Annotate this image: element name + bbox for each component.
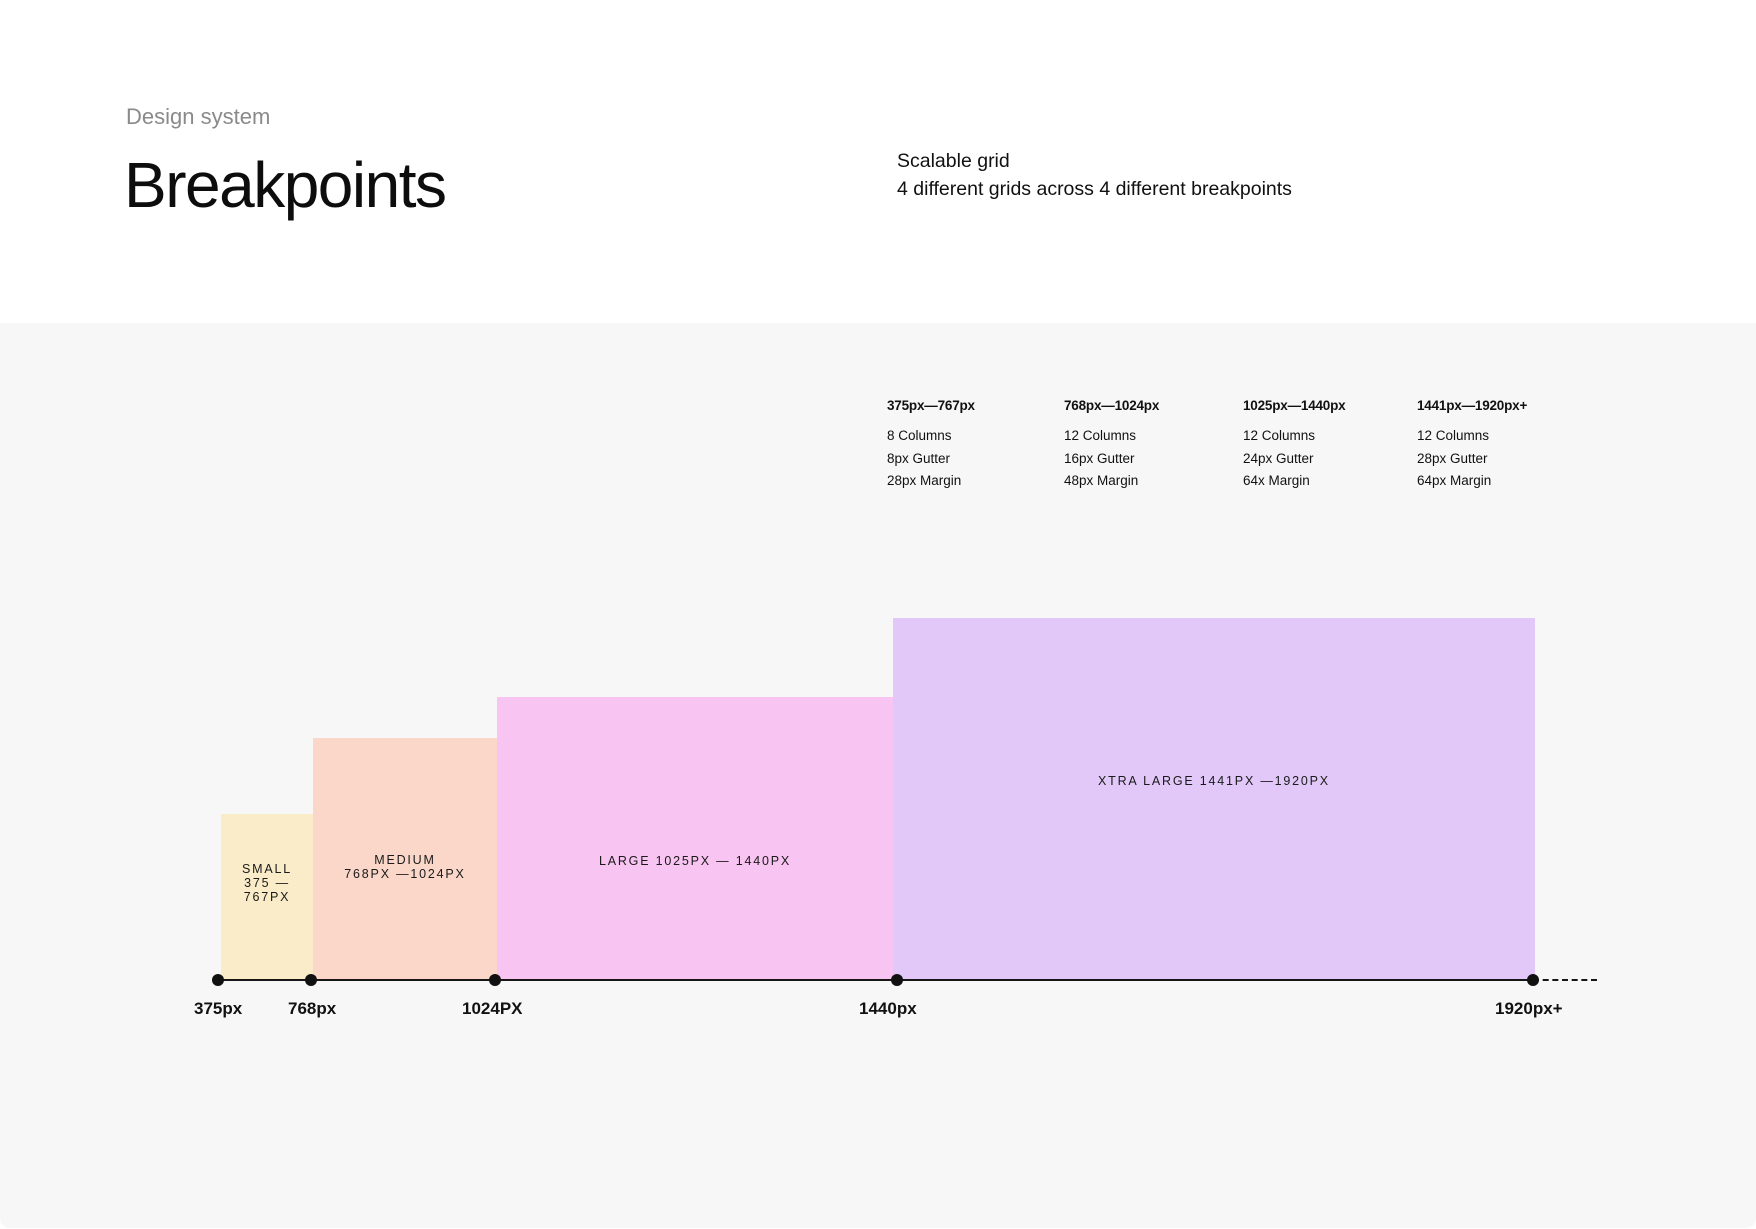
block-label: SMALL 375 — 767PX (232, 862, 302, 904)
axis-marker (305, 974, 317, 986)
axis-tick-label: 768px (288, 999, 337, 1018)
intro-text: Scalable grid 4 different grids across 4… (897, 147, 1292, 203)
axis-marker (1527, 974, 1539, 986)
axis-tick-label: 1920px+ (1495, 999, 1563, 1018)
breakpoint-block-xl: XTRA LARGE 1441PX —1920PX (893, 618, 1535, 980)
axis-marker (489, 974, 501, 986)
block-label-line: SMALL (242, 862, 292, 876)
axis-tick-label: 1440px (859, 999, 917, 1018)
spec-columns: 8 Columns (887, 428, 952, 443)
spec-margin: 28px Margin (887, 473, 962, 488)
intro-line-1: Scalable grid (897, 150, 1010, 172)
block-label-line: 767PX (243, 890, 291, 904)
spec-range: 1025px—1440px (1243, 398, 1346, 413)
axis-continuation-dashed (1533, 979, 1597, 981)
spec-xl: 1441px—1920px+ 12 Columns 28px Gutter 64… (1417, 398, 1527, 493)
breakpoint-block-small: SMALL 375 — 767PX (221, 814, 313, 980)
spec-large: 1025px—1440px 12 Columns 24px Gutter 64x… (1243, 398, 1346, 493)
axis-tick-label: 375px (194, 999, 243, 1018)
block-label: XTRA LARGE 1441PX —1920PX (1098, 774, 1330, 788)
header-section: Design system Breakpoints Scalable grid … (0, 0, 1756, 323)
block-label-line: MEDIUM (374, 853, 436, 867)
spec-small: 375px—767px 8 Columns 8px Gutter 28px Ma… (887, 398, 975, 493)
spec-medium: 768px—1024px 12 Columns 16px Gutter 48px… (1064, 398, 1159, 493)
spec-margin: 48px Margin (1064, 473, 1139, 488)
block-label-line: 375 — (244, 876, 290, 890)
axis-marker (212, 974, 224, 986)
block-label: MEDIUM 768PX —1024PX (344, 853, 465, 881)
spec-columns: 12 Columns (1064, 428, 1137, 443)
spec-gutter: 24px Gutter (1243, 450, 1314, 466)
spec-gutter: 28px Gutter (1417, 450, 1488, 466)
spec-margin: 64x Margin (1243, 473, 1310, 488)
block-label-line: 768PX —1024PX (344, 867, 466, 881)
spec-gutter: 8px Gutter (887, 450, 951, 466)
axis-marker (891, 974, 903, 986)
axis-line (217, 979, 1533, 981)
axis-tick-label: 1024PX (462, 999, 523, 1018)
spec-range: 1441px—1920px+ (1417, 398, 1528, 413)
spec-range: 375px—767px (887, 398, 975, 413)
block-label: LARGE 1025PX — 1440PX (598, 853, 792, 868)
spec-columns: 12 Columns (1243, 428, 1316, 443)
intro-line-2: 4 different grids across 4 different bre… (897, 178, 1292, 200)
spec-columns: 12 Columns (1417, 428, 1490, 443)
page-title: Breakpoints (124, 149, 447, 221)
spec-range: 768px—1024px (1064, 398, 1160, 413)
eyebrow-label: Design system (126, 104, 271, 129)
breakpoint-block-large: LARGE 1025PX — 1440PX (497, 697, 893, 980)
spec-margin: 64px Margin (1417, 473, 1492, 488)
spec-gutter: 16px Gutter (1064, 450, 1135, 466)
breakpoint-block-medium: MEDIUM 768PX —1024PX (313, 738, 497, 980)
